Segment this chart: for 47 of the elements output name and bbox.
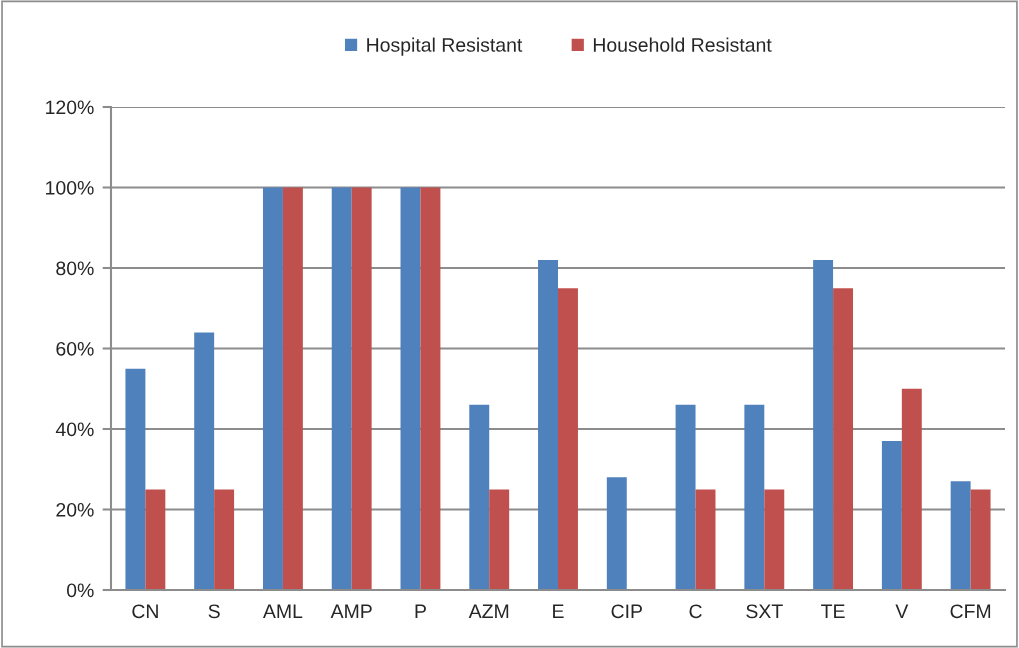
x-tick-label: CIP	[611, 604, 642, 619]
bar	[695, 489, 716, 590]
x-tick-label: CFM	[950, 604, 991, 619]
bar	[400, 187, 421, 590]
x-tick-label: AZM	[468, 604, 509, 618]
y-tick-label: 40%	[55, 422, 94, 437]
bar	[538, 259, 558, 590]
bar	[262, 187, 283, 590]
bar	[606, 477, 627, 590]
x-tick-label: E	[553, 604, 564, 618]
bar	[194, 332, 215, 590]
bar	[744, 404, 765, 590]
legend-label: Household Resistant	[593, 37, 772, 52]
bar	[558, 288, 578, 590]
bar	[469, 404, 490, 590]
x-tick-label: P	[415, 604, 426, 618]
x-tick-label: AML	[262, 604, 303, 618]
y-tick-label: 0%	[66, 583, 94, 598]
bar	[125, 368, 146, 590]
y-tick-label: 60%	[56, 341, 94, 356]
y-tick-label: 20%	[56, 502, 94, 517]
y-tick-label: 100%	[46, 180, 94, 195]
bar	[214, 489, 235, 590]
legend-label: Hospital Resistant	[367, 37, 523, 56]
bar	[764, 489, 785, 590]
x-tick-label: V	[895, 604, 909, 618]
x-tick-label: C	[689, 604, 702, 619]
bar	[813, 259, 834, 590]
x-tick-label: AMP	[330, 604, 372, 618]
bar	[420, 187, 441, 590]
bar	[282, 187, 303, 590]
x-tick-label: SXT	[746, 604, 783, 619]
y-tick-label: 120%	[46, 100, 94, 115]
bar	[145, 489, 166, 590]
x-tick-label: TE	[821, 604, 845, 618]
bar	[675, 404, 696, 590]
x-tick-label: S	[208, 604, 220, 619]
bar	[881, 441, 902, 590]
bar	[970, 489, 991, 590]
bar	[901, 388, 922, 590]
bar	[489, 489, 510, 590]
y-tick-label: 80%	[56, 261, 94, 276]
bar	[833, 288, 854, 590]
x-tick-label: CN	[132, 604, 158, 619]
bar	[351, 187, 372, 590]
bar	[950, 481, 971, 590]
bar	[331, 187, 352, 590]
